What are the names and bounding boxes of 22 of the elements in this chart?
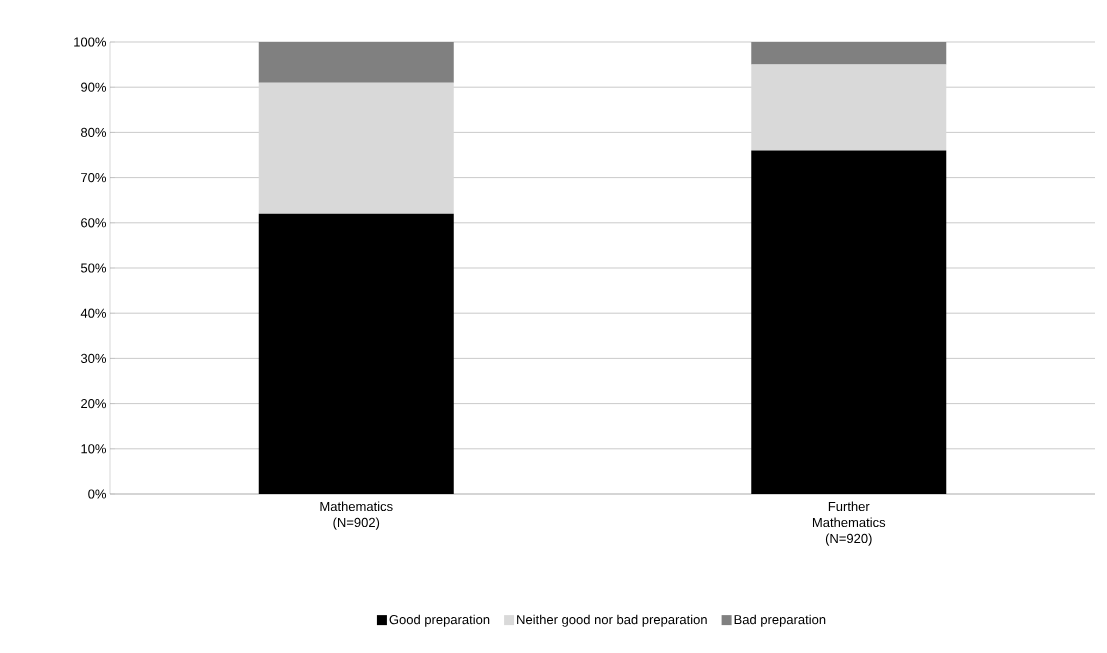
bar: [751, 150, 947, 494]
bar: [258, 42, 454, 83]
bar: [258, 213, 454, 494]
legend-label: Neither good nor bad preparation: [517, 614, 707, 627]
y-tick-label: 70%: [81, 172, 107, 183]
y-tick-label: 40%: [80, 308, 107, 318]
y-tick-label: 90%: [81, 82, 107, 92]
bar: [751, 64, 947, 151]
bar: [751, 42, 947, 65]
y-tick-label: 20%: [81, 399, 107, 409]
y-tick-label: 10%: [81, 444, 107, 454]
y-tick-label: 50%: [80, 263, 107, 273]
y-tick-label: 60%: [81, 218, 107, 228]
y-tick-label: 100%: [74, 37, 107, 47]
x-tick-label: Mathematics (N=902): [320, 501, 393, 530]
bar: [258, 82, 454, 214]
x-tick-label: Further Mathematics (N=920): [812, 501, 886, 546]
y-tick-label: 30%: [80, 353, 107, 363]
legend-label: Good preparation: [389, 614, 490, 627]
y-tick-label: 0%: [88, 489, 107, 499]
legend-label: Bad preparation: [734, 614, 826, 627]
y-tick-label: 80%: [81, 127, 107, 137]
